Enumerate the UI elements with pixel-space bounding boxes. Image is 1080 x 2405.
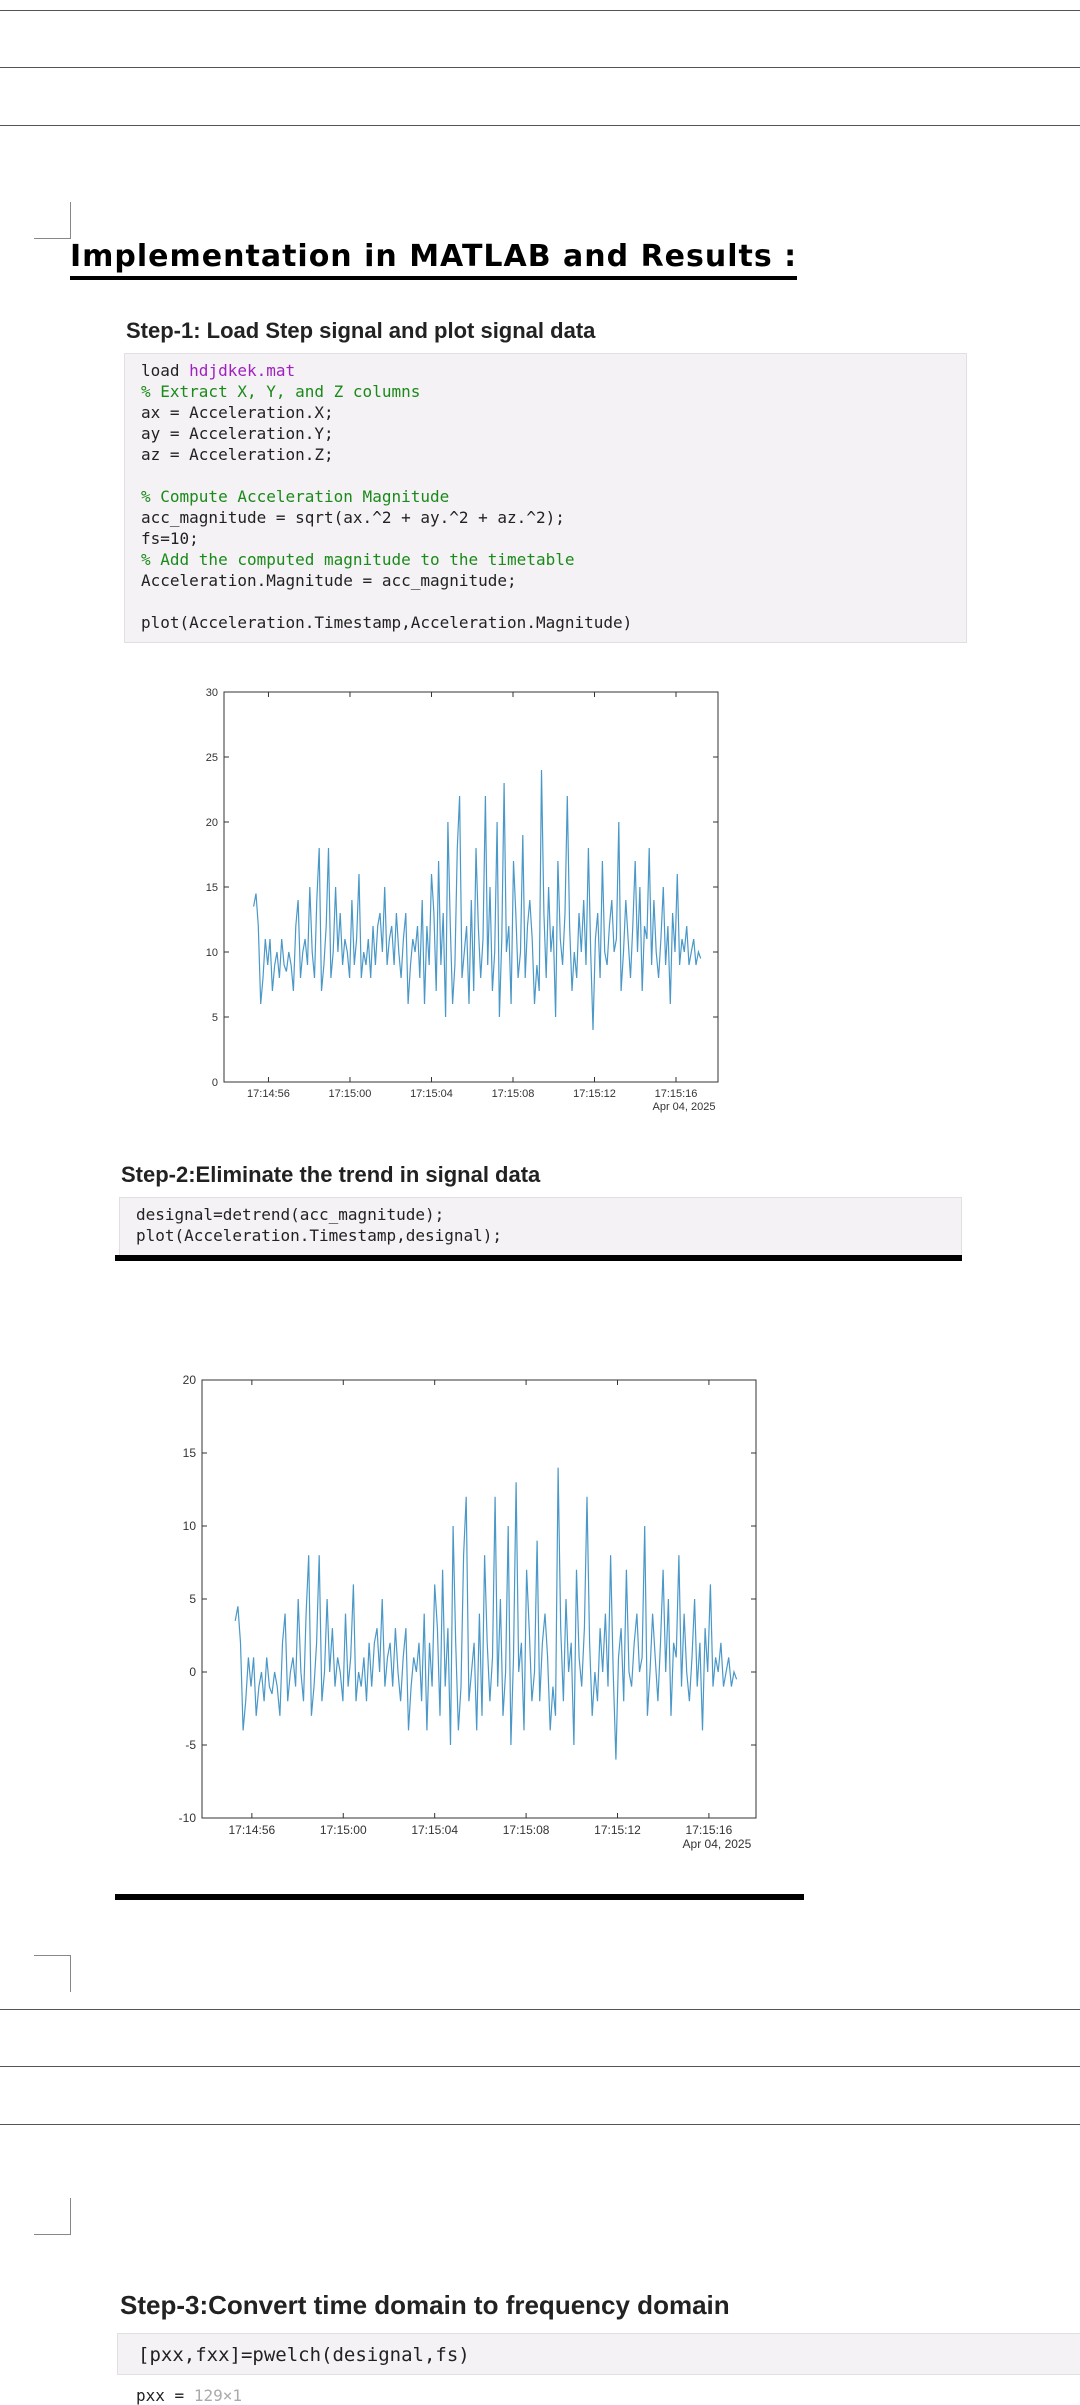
magnitude-chart: 0 5 10 15 20 25 30 17:14:56 17:15:00 17:15:04 17:1… bbox=[206, 687, 719, 1113]
step1-code-line: ay = Acceleration.Y; bbox=[141, 423, 950, 444]
x-tick-label: 17:15:16 bbox=[655, 1088, 698, 1100]
top-rule-1 bbox=[0, 10, 1080, 11]
code-text: designal=detrend(acc_magnitude); bbox=[136, 1205, 445, 1224]
step3-title: Step-3:Convert time domain to frequency … bbox=[120, 2290, 730, 2320]
code-text: plot(Acceleration.Timestamp,designal); bbox=[136, 1226, 503, 1245]
step1-code-line bbox=[141, 465, 950, 486]
x-tick-label: 17:15:04 bbox=[410, 1088, 453, 1100]
x-tick-label: 17:15:12 bbox=[594, 1823, 641, 1837]
step3-code-line: [pxx,fxx]=pwelch(designal,fs) bbox=[138, 2342, 1060, 2366]
x-date-label: Apr 04, 2025 bbox=[683, 1837, 752, 1851]
y-tick-label: 10 bbox=[206, 947, 218, 959]
y-tick-label: -5 bbox=[185, 1738, 196, 1752]
step1-code-line: fs=10; bbox=[141, 528, 950, 549]
section-heading: Implementation in MATLAB and Results : bbox=[70, 238, 798, 280]
step1-code-line: % Compute Acceleration Magnitude bbox=[141, 486, 950, 507]
step2-title: Step-2:Eliminate the trend in signal dat… bbox=[121, 1162, 541, 1187]
code-text: ay = Acceleration.Y; bbox=[141, 424, 334, 443]
y-tick-label: 15 bbox=[183, 1446, 197, 1460]
mid-rule-2 bbox=[0, 2066, 1080, 2067]
y-tick-label: 20 bbox=[183, 1373, 197, 1387]
code-text: acc_magnitude = sqrt(ax.^2 + ay.^2 + az.… bbox=[141, 508, 565, 527]
plot-area bbox=[223, 691, 719, 1083]
step1-code-line: % Add the computed magnitude to the time… bbox=[141, 549, 950, 570]
y-tick-label: 0 bbox=[212, 1077, 218, 1089]
code-text: plot(Acceleration.Timestamp,Acceleration… bbox=[141, 613, 633, 632]
series-line bbox=[253, 769, 702, 1031]
top-rule-2 bbox=[0, 67, 1080, 68]
x-tick-label: 17:14:56 bbox=[247, 1088, 290, 1100]
divider-bar-2 bbox=[115, 1894, 804, 1900]
code-text: [pxx,fxx]=pwelch(designal,fs) bbox=[138, 2344, 470, 2366]
y-tick-label: -10 bbox=[179, 1811, 197, 1825]
code-comment: % Add the computed magnitude to the time… bbox=[141, 550, 575, 569]
step1-title: Step-1: Load Step signal and plot signal… bbox=[126, 318, 596, 343]
x-tick-label: 17:15:12 bbox=[573, 1088, 616, 1100]
step1-code-line: acc_magnitude = sqrt(ax.^2 + ay.^2 + az.… bbox=[141, 507, 950, 528]
mid-rule-3 bbox=[0, 2124, 1080, 2125]
step1-code-line: ax = Acceleration.X; bbox=[141, 402, 950, 423]
y-tick-label: 25 bbox=[206, 752, 218, 764]
section-corner-marker-3 bbox=[34, 2198, 71, 2235]
x-tick-label: 17:15:08 bbox=[492, 1088, 535, 1100]
y-tick-label: 5 bbox=[212, 1012, 218, 1024]
x-tick-label: 17:15:00 bbox=[329, 1088, 372, 1100]
x-tick-label: 17:15:08 bbox=[503, 1823, 550, 1837]
x-date-label: Apr 04, 2025 bbox=[653, 1101, 716, 1113]
step1-code-line: az = Acceleration.Z; bbox=[141, 444, 950, 465]
output-size: 129×1 bbox=[193, 2386, 242, 2405]
code-text: load bbox=[141, 361, 190, 380]
x-tick-label: 17:14:56 bbox=[229, 1823, 276, 1837]
detrended-chart: -10 -5 0 5 10 15 20 17:14:56 17:15:00 17:15:04 17:… bbox=[179, 1373, 757, 1851]
step1-code-line: plot(Acceleration.Timestamp,Acceleration… bbox=[141, 612, 950, 633]
step3-code-block[interactable]: [pxx,fxx]=pwelch(designal,fs) bbox=[117, 2333, 1080, 2375]
step1-code-block[interactable]: load hdjdkek.mat% Extract X, Y, and Z co… bbox=[124, 353, 967, 643]
step3-output: pxx = 129×1 bbox=[136, 2386, 242, 2405]
y-tick-label: 20 bbox=[206, 817, 218, 829]
step1-code-line: load hdjdkek.mat bbox=[141, 360, 950, 381]
step1-code-line bbox=[141, 591, 950, 612]
divider-bar-1 bbox=[115, 1255, 962, 1261]
code-comment: % Compute Acceleration Magnitude bbox=[141, 487, 450, 506]
step2-code-line: plot(Acceleration.Timestamp,designal); bbox=[136, 1225, 945, 1246]
code-text: fs=10; bbox=[141, 529, 199, 548]
code-comment: % Extract X, Y, and Z columns bbox=[141, 382, 421, 401]
step1-code-line: % Extract X, Y, and Z columns bbox=[141, 381, 950, 402]
section-corner-marker-2 bbox=[34, 1955, 71, 1992]
series-line bbox=[234, 1467, 738, 1760]
x-tick-label: 17:15:00 bbox=[320, 1823, 367, 1837]
code-text: Acceleration.Magnitude = acc_magnitude; bbox=[141, 571, 517, 590]
y-tick-label: 30 bbox=[206, 687, 218, 699]
step2-code-block[interactable]: designal=detrend(acc_magnitude); plot(Acc… bbox=[119, 1197, 962, 1257]
y-tick-label: 5 bbox=[189, 1592, 196, 1606]
code-text: az = Acceleration.Z; bbox=[141, 445, 334, 464]
plot-area bbox=[201, 1379, 757, 1819]
x-tick-label: 17:15:04 bbox=[411, 1823, 458, 1837]
step2-code-line: designal=detrend(acc_magnitude); bbox=[136, 1204, 945, 1225]
x-tick-label: 17:15:16 bbox=[686, 1823, 733, 1837]
mid-rule-1 bbox=[0, 2009, 1080, 2010]
y-tick-label: 15 bbox=[206, 882, 218, 894]
y-tick-label: 0 bbox=[189, 1665, 196, 1679]
code-text: ax = Acceleration.X; bbox=[141, 403, 334, 422]
code-string: hdjdkek.mat bbox=[189, 361, 296, 380]
output-var: pxx = bbox=[136, 2386, 185, 2405]
y-tick-label: 10 bbox=[183, 1519, 197, 1533]
top-rule-3 bbox=[0, 125, 1080, 126]
step1-code-line: Acceleration.Magnitude = acc_magnitude; bbox=[141, 570, 950, 591]
section-corner-marker bbox=[34, 202, 71, 239]
